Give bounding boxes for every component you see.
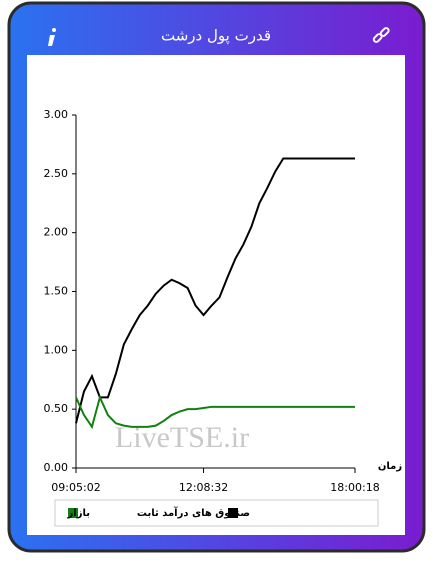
series-line	[75, 394, 355, 430]
x-tick-label: 09:05:02	[51, 481, 100, 494]
y-tick-label: 1.00	[44, 343, 69, 356]
y-tick-label: 0.50	[44, 402, 69, 415]
chart-panel	[27, 55, 405, 535]
y-tick-label: 0.00	[44, 461, 69, 474]
x-tick-label: 12:08:32	[179, 481, 228, 494]
legend-swatch	[68, 508, 78, 518]
legend	[54, 499, 379, 527]
y-tick-label: 2.50	[44, 167, 69, 180]
legend-swatch	[228, 508, 238, 518]
legend-label: بازار	[67, 508, 90, 519]
y-tick-label: 2.00	[44, 226, 69, 239]
x-tick-label: 18:00:18	[330, 481, 379, 494]
link-icon[interactable]	[372, 27, 390, 43]
chart-title: قدرت پول درشت	[161, 27, 271, 46]
series-line	[75, 157, 355, 424]
info-icon[interactable]	[48, 28, 56, 46]
y-tick-label: 1.50	[44, 285, 69, 298]
y-tick-label: 3.00	[44, 108, 69, 121]
legend-label: صندوق های درآمد ثابت	[137, 506, 250, 519]
x-axis-title: زمان	[378, 461, 402, 472]
